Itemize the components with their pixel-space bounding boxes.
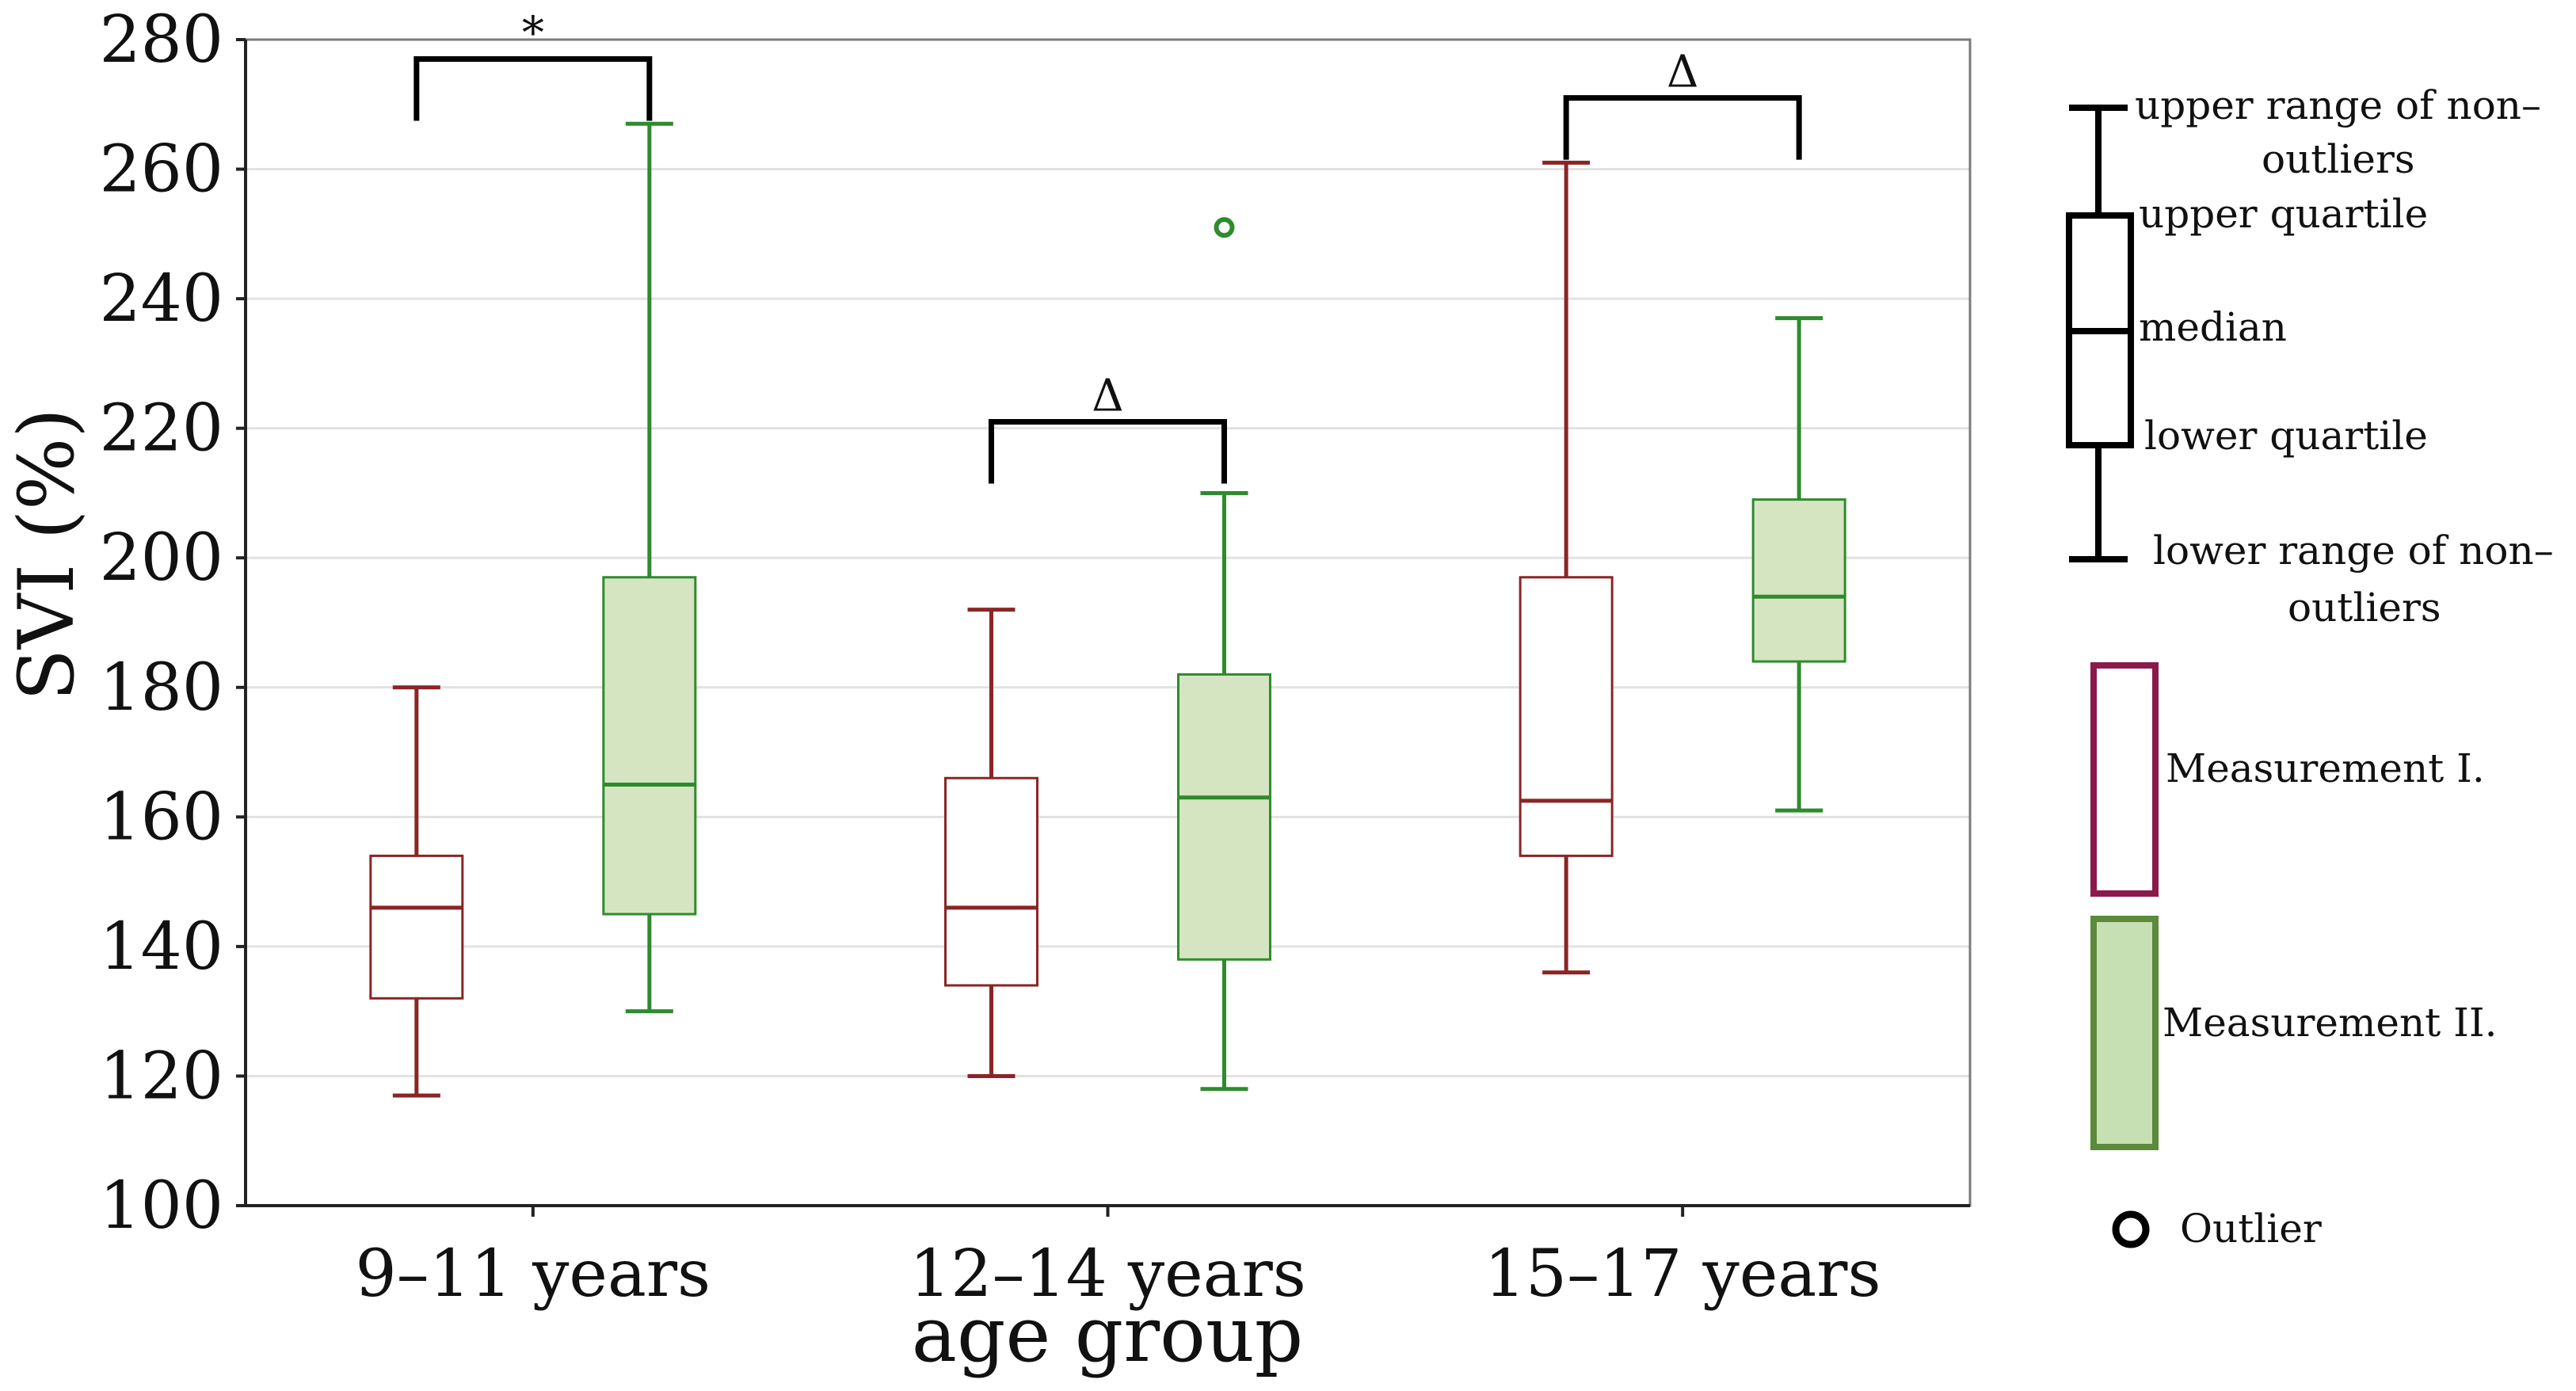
y-tick-label: 120 [99, 1038, 223, 1114]
quartile-box [369, 854, 464, 1000]
box-1-1 [369, 685, 464, 1098]
legend-outlier-marker [2112, 1210, 2150, 1248]
quartile-box [602, 576, 697, 916]
y-tick-label: 260 [99, 132, 223, 208]
box-2-2 [1177, 490, 1271, 1092]
significance-bracket [1563, 95, 1802, 160]
box-2-1 [602, 121, 697, 1014]
legend: upper range of non– outliers upper quarti… [2066, 82, 2554, 1252]
legend-measurement-2-swatch [2090, 916, 2159, 1150]
significance-bracket [989, 418, 1227, 484]
significance-bracket [413, 56, 653, 121]
y-tick-label: 180 [99, 650, 223, 726]
quartile-box [1751, 498, 1846, 663]
box-2-3 [1751, 316, 1846, 813]
y-axis-title: SVI (%) [2, 408, 91, 701]
y-tick-label: 100 [99, 1168, 223, 1244]
y-tick-label: 280 [99, 2, 223, 78]
box-1-3 [1519, 160, 1614, 975]
legend-measurement-1-swatch [2090, 662, 2159, 897]
y-tick-label: 160 [99, 779, 223, 855]
legend-upper-quartile-label: upper quartile [2139, 191, 2428, 237]
y-tick-label: 140 [99, 909, 223, 985]
outlier-point [1214, 217, 1235, 238]
box-1-2 [944, 608, 1038, 1078]
legend-median-label: median [2139, 304, 2287, 350]
quartile-box [1177, 673, 1271, 961]
legend-box-diagram [2066, 105, 2134, 562]
legend-outlier-label: Outlier [2180, 1206, 2322, 1252]
significance-symbol: Δ [1092, 370, 1123, 421]
significance-brackets: * Δ Δ [413, 8, 1802, 484]
legend-upper-range-label: upper range of non– outliers [2135, 82, 2541, 182]
significance-symbol: Δ [1667, 47, 1698, 98]
grid-lines [246, 38, 1970, 1077]
x-tick-label: 9–11 years [356, 1237, 711, 1312]
x-tick-label: 15–17 years [1484, 1237, 1881, 1312]
quartile-box [1519, 576, 1614, 857]
significance-symbol: * [522, 8, 544, 59]
plot-frame [244, 38, 1972, 1207]
legend-measurement-1-label: Measurement I. [2166, 745, 2485, 791]
quartile-box [944, 776, 1038, 987]
y-tick-label: 200 [99, 520, 223, 596]
y-tick-label: 240 [99, 261, 223, 337]
legend-lower-range-label: lower range of non– outliers [2153, 528, 2554, 631]
legend-measurement-2-label: Measurement II. [2163, 1000, 2498, 1046]
x-tick-label: 12–14 years [909, 1237, 1306, 1312]
legend-lower-quartile-label: lower quartile [2144, 413, 2428, 459]
boxes [369, 121, 1846, 1098]
x-axis-title: age group [912, 1290, 1303, 1379]
y-tick-label: 220 [99, 391, 223, 467]
x-tick-labels: 9–11 years 12–14 years 15–17 years [356, 1206, 1881, 1312]
y-tick-labels: 100 120 140 160 180 200 220 240 260 280 [99, 2, 246, 1244]
